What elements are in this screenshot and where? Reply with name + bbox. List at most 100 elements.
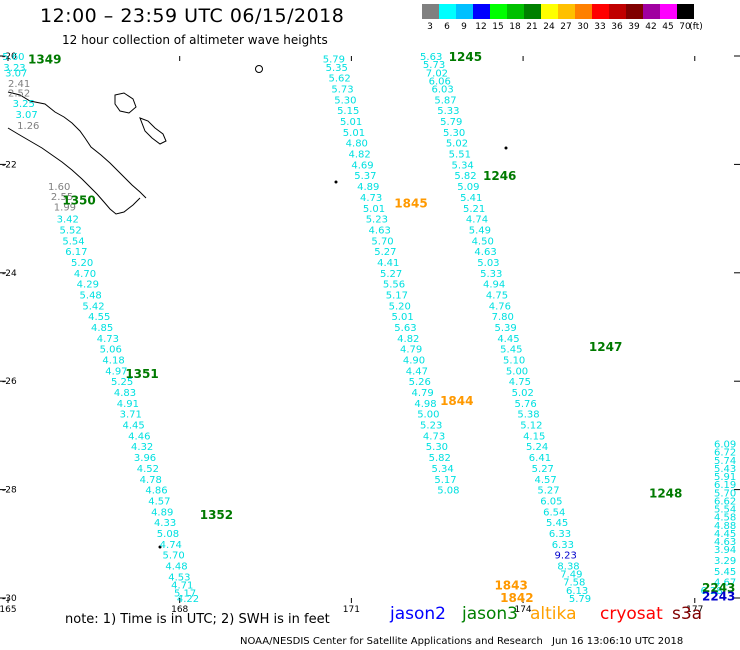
- coastline-isle: [114, 92, 137, 114]
- swh-value: 5.02: [446, 139, 468, 150]
- scale-tick-label: 27: [560, 22, 572, 32]
- swh-value: 4.83: [114, 388, 136, 399]
- satellite-label-jason2: jason2: [390, 604, 446, 624]
- swh-value: 9.23: [555, 551, 577, 562]
- time-tag: 1246: [483, 169, 516, 183]
- swh-value: 5.17: [174, 589, 196, 600]
- swh-value: 3.25: [13, 99, 35, 110]
- swh-value: 5.79: [323, 55, 345, 66]
- scale-swatch: [609, 4, 626, 19]
- swh-value: 5.54: [62, 236, 84, 247]
- scale-tick-label: 21: [526, 22, 538, 32]
- swh-value: 5.27: [532, 464, 554, 475]
- swh-value: 5.02: [512, 388, 534, 399]
- swh-value: 5.87: [434, 95, 456, 106]
- swh-value: 5.45: [714, 567, 736, 578]
- scale-tick-label: 9: [461, 22, 467, 32]
- swh-value: 4.15: [523, 431, 545, 442]
- swh-value: 5.27: [380, 269, 402, 280]
- footer-timestamp: Jun 16 13:06:10 UTC 2018: [552, 636, 684, 647]
- scale-tick-label: 45: [662, 22, 674, 32]
- lat-label: -22: [2, 160, 17, 170]
- swh-value: 6.62: [714, 496, 736, 507]
- scale-swatch: [524, 4, 541, 19]
- lon-label: 177: [686, 605, 703, 615]
- swh-value: 5.30: [426, 442, 448, 453]
- track-1845-1844: 5.795.355.625.735.305.155.015.014.804.82…: [323, 55, 460, 497]
- swh-value: 5.63: [394, 323, 416, 334]
- swh-value: 5.79: [440, 117, 462, 128]
- swh-value: 4.74: [160, 540, 182, 551]
- swh-value: 4.29: [77, 280, 99, 291]
- swh-value: 5.20: [389, 301, 411, 312]
- swh-value: 4.82: [349, 150, 371, 161]
- scale-swatch: [490, 4, 507, 19]
- swh-value: 4.63: [714, 537, 736, 548]
- swh-value: 3.94: [714, 545, 736, 556]
- swh-value: 4.78: [140, 475, 162, 486]
- lat-label: -30: [2, 594, 17, 604]
- swh-value: 4.75: [486, 290, 508, 301]
- swh-value: 5.56: [383, 280, 405, 291]
- swh-value: 4.89: [151, 507, 173, 518]
- swh-value: 4.97: [105, 366, 127, 377]
- swh-value: 4.75: [509, 377, 531, 388]
- swh-value: 5.08: [157, 529, 179, 540]
- swh-value: 5.12: [520, 421, 542, 432]
- swh-value: 1.60: [48, 182, 70, 193]
- swh-value: 4.69: [351, 160, 373, 171]
- scale-swatch: [660, 4, 677, 19]
- swh-value: 5.21: [463, 204, 485, 215]
- scale-swatch: [439, 4, 456, 19]
- lat-label: -28: [2, 486, 17, 496]
- swh-value: 5.60: [2, 52, 24, 63]
- swh-value: 5.51: [449, 150, 471, 161]
- island-dots: [158, 146, 508, 549]
- satellite-label-altika: altika: [530, 604, 577, 624]
- swh-value: 5.10: [503, 356, 525, 367]
- swh-value: 5.76: [514, 399, 536, 410]
- scale-swatch: [456, 4, 473, 19]
- swh-value: 7.49: [560, 570, 582, 581]
- swh-value: 4.22: [177, 594, 199, 605]
- lon-label: 171: [343, 605, 360, 615]
- scale-swatch: [643, 4, 660, 19]
- scale-swatch: [558, 4, 575, 19]
- footer-credit: NOAA/NESDIS Center for Satellite Applica…: [240, 636, 543, 647]
- swh-value: 5.23: [420, 421, 442, 432]
- swh-value: 6.09: [714, 440, 736, 451]
- swh-value: 6.33: [549, 529, 571, 540]
- time-tag: 1842: [500, 591, 533, 605]
- swh-value: 3.07: [15, 110, 37, 121]
- swh-value: 6.72: [714, 448, 736, 459]
- swh-value: 3.42: [57, 215, 79, 226]
- swh-value: 3.29: [714, 556, 736, 567]
- swh-value: 4.71: [171, 580, 193, 591]
- swh-value: 4.74: [466, 215, 488, 226]
- swh-value: 4.94: [483, 280, 505, 291]
- swh-value: 5.82: [454, 171, 476, 182]
- swh-value: 3.07: [5, 68, 27, 79]
- swh-value: 5.23: [366, 215, 388, 226]
- lon-label: 168: [171, 605, 188, 615]
- time-tag: 1247: [589, 340, 622, 354]
- swh-value: 4.18: [102, 356, 124, 367]
- swh-value: 5.17: [434, 475, 456, 486]
- swh-value: 4.57: [535, 475, 557, 486]
- swh-value: 6.28: [700, 586, 722, 597]
- scale-tick-label: 15: [492, 22, 504, 32]
- swh-value: 7.58: [563, 578, 585, 589]
- scale-swatch: [473, 4, 490, 19]
- swh-value: 6.05: [540, 496, 562, 507]
- swh-value: 5.42: [82, 301, 104, 312]
- swh-value: 4.41: [377, 258, 399, 269]
- scale-tick-label: 36: [611, 22, 623, 32]
- scale-tick-label: 70: [679, 22, 691, 32]
- swh-value: 5.48: [80, 290, 102, 301]
- swh-value: 5.01: [363, 204, 385, 215]
- island-dot: [158, 545, 162, 549]
- map-title: 12:00 – 23:59 UTC 06/15/2018: [40, 5, 345, 27]
- swh-value: 5.43: [714, 464, 736, 475]
- swh-value: 4.73: [97, 334, 119, 345]
